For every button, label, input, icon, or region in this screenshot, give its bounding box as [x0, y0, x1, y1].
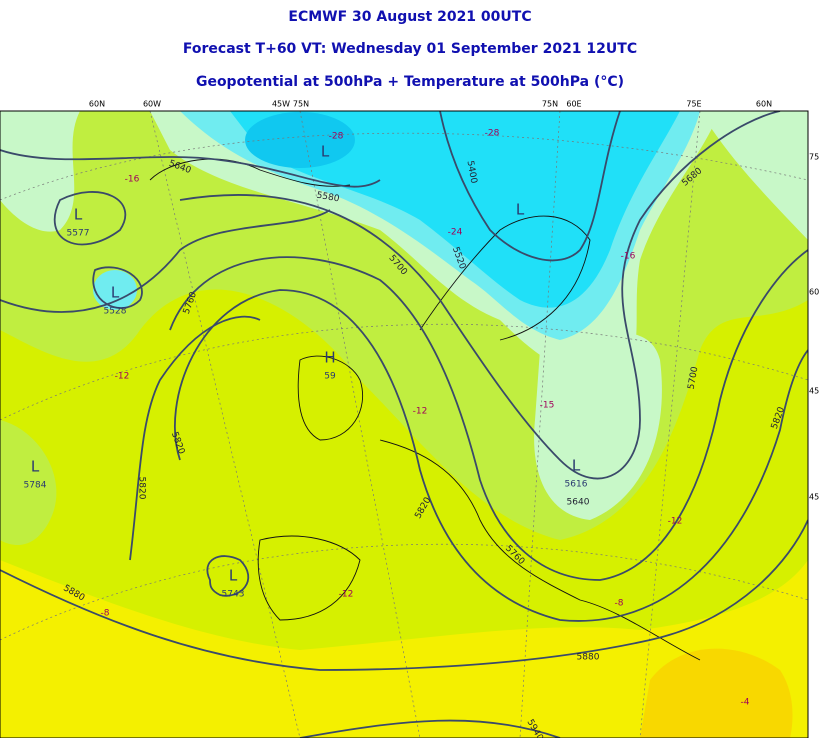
temperature-label: -16	[125, 175, 140, 185]
graticule-label: 75E	[686, 100, 701, 109]
temperature-label: -12	[668, 517, 683, 527]
graticule-label: 75N	[293, 100, 309, 109]
contour-label: 5820	[137, 477, 147, 500]
temperature-label: -4	[741, 698, 750, 708]
pressure-symbol: H	[324, 349, 335, 367]
temperature-label: -12	[339, 590, 354, 600]
graticule-label: 60N	[89, 100, 105, 109]
graticule-label: 75N	[542, 100, 558, 109]
coastlines	[149, 158, 701, 661]
graticule-label: 60	[809, 288, 819, 297]
graticule-label: 45	[809, 493, 819, 502]
pressure-value: 59	[324, 372, 336, 382]
header-line: ECMWF 30 August 2021 00UTC	[288, 9, 531, 25]
temperature-label: -8	[615, 599, 624, 609]
graticule-label: 60E	[566, 100, 581, 109]
contour-label: 5400	[465, 160, 479, 185]
temperature-label: -8	[101, 609, 110, 619]
pressure-symbol: L	[516, 201, 525, 219]
graticule-label: 60W	[143, 100, 161, 109]
contour-label: 5880	[577, 653, 600, 663]
pressure-value: 5784	[24, 481, 47, 491]
temperature-label: -15	[540, 401, 555, 411]
temperature-label: -16	[621, 252, 636, 262]
graticule-label: 75	[809, 153, 819, 162]
pressure-symbol: L	[229, 567, 238, 585]
pressure-symbol: L	[74, 206, 83, 224]
temperature-label: -12	[413, 407, 428, 417]
temperature-label: -28	[329, 132, 344, 142]
pressure-value: 5743	[222, 590, 245, 600]
pressure-symbol: L	[111, 284, 120, 302]
pressure-value: 5616	[565, 480, 588, 490]
contour-label: 5580	[316, 191, 341, 205]
isohypses	[0, 111, 808, 738]
header-line: Forecast T+60 VT: Wednesday 01 September…	[183, 41, 637, 57]
contour-label: 5640	[567, 498, 590, 508]
temperature-label: -28	[485, 129, 500, 139]
pressure-symbol: L	[31, 458, 40, 476]
graticule-label: 45	[809, 387, 819, 396]
temperature-label: -24	[448, 228, 463, 238]
pressure-symbol: L	[321, 143, 330, 161]
map-area	[0, 111, 808, 738]
pressure-symbol: L	[572, 457, 581, 475]
pressure-value: 5577	[67, 229, 90, 239]
graticule-label: 60N	[756, 100, 772, 109]
temperature-label: -12	[115, 372, 130, 382]
pressure-value: 5528	[104, 307, 127, 317]
contour-label: 5700	[687, 366, 701, 391]
header-line: Geopotential at 500hPa + Temperature at …	[196, 74, 624, 90]
graticule-label: 45W	[272, 100, 290, 109]
